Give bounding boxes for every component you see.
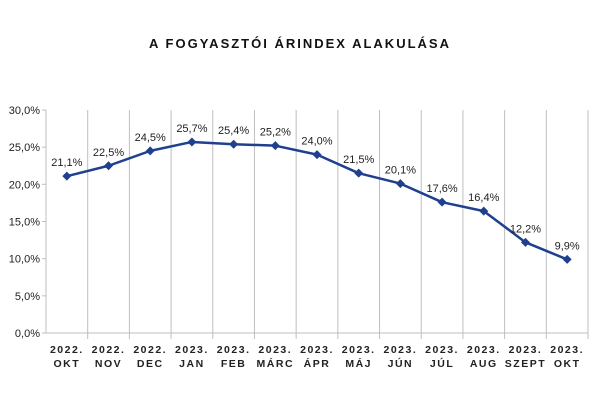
data-point	[187, 137, 197, 147]
x-tick-label-year: 2022.	[92, 344, 126, 356]
data-label: 20,1%	[385, 165, 416, 177]
x-tick-label-month: AUG	[470, 358, 498, 370]
data-point	[312, 150, 322, 160]
data-label: 25,2%	[260, 127, 291, 139]
data-label: 17,6%	[426, 183, 457, 195]
y-tick-label: 10,0%	[9, 254, 40, 266]
data-point	[229, 139, 239, 149]
chart-title: A FOGYASZTÓI ÁRINDEX ALAKULÁSA	[149, 36, 451, 51]
data-point	[520, 237, 530, 247]
data-label: 21,5%	[343, 154, 374, 166]
x-tick-label-year: 2023.	[509, 344, 543, 356]
x-tick-label-month: OKT	[54, 358, 81, 370]
data-point	[562, 254, 572, 264]
x-tick-label-month: NOV	[95, 358, 122, 370]
x-tick-label-year: 2022.	[133, 344, 167, 356]
data-point	[395, 179, 405, 189]
x-tick-label-year: 2023.	[258, 344, 292, 356]
data-label: 25,4%	[218, 125, 249, 137]
x-tick-label-month: MÁRC	[257, 357, 295, 370]
x-tick-label-year: 2023.	[383, 344, 417, 356]
x-tick-label-month: FEB	[221, 358, 247, 370]
data-label: 16,4%	[468, 192, 499, 204]
x-tick-label-month: JAN	[179, 358, 205, 370]
data-label: 21,1%	[51, 157, 82, 169]
x-tick-label-month: DEC	[137, 358, 164, 370]
data-point	[270, 141, 280, 151]
y-tick-label: 20,0%	[9, 179, 40, 191]
data-point	[479, 206, 489, 216]
x-tick-label-year: 2023.	[342, 344, 376, 356]
data-label: 24,0%	[301, 136, 332, 148]
y-tick-label: 15,0%	[9, 217, 40, 229]
data-point	[145, 146, 155, 156]
x-tick-label-year: 2023.	[300, 344, 334, 356]
x-tick-label-year: 2023.	[217, 344, 251, 356]
x-tick-label-month: ÁPR	[304, 357, 331, 370]
data-point	[62, 171, 72, 181]
x-tick-label-month: SZEPT	[505, 358, 546, 370]
data-point	[104, 161, 114, 171]
x-tick-label-month: JÚL	[430, 357, 454, 370]
y-tick-label: 5,0%	[15, 291, 40, 303]
x-tick-label-year: 2022.	[50, 344, 84, 356]
data-label: 24,5%	[135, 132, 166, 144]
x-tick-label-year: 2023.	[550, 344, 584, 356]
y-tick-label: 25,0%	[9, 142, 40, 154]
x-tick-label-month: MÁJ	[345, 357, 372, 370]
x-tick-label-year: 2023.	[425, 344, 459, 356]
y-tick-label: 30,0%	[9, 105, 40, 117]
x-tick-label-year: 2023.	[175, 344, 209, 356]
x-tick-label-year: 2023.	[467, 344, 501, 356]
x-tick-label-month: OKT	[554, 358, 581, 370]
data-label: 22,5%	[93, 147, 124, 159]
data-label: 12,2%	[510, 223, 541, 235]
x-tick-label-month: JÚN	[388, 357, 414, 370]
data-label: 9,9%	[555, 240, 580, 252]
data-label: 25,7%	[176, 123, 207, 135]
y-tick-label: 0,0%	[15, 328, 40, 340]
data-point	[437, 197, 447, 207]
data-point	[354, 168, 364, 178]
